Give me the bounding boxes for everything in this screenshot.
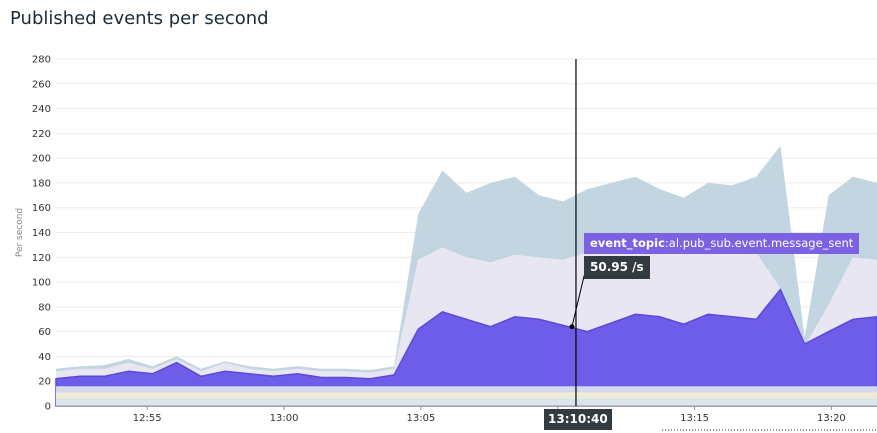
page-title: Published events per second [10,8,269,29]
series-area-0 [55,288,877,407]
y-tick-label: 220 [32,129,51,140]
y-tick-label: 280 [32,55,51,66]
y-tick-label: 180 [32,178,51,189]
x-tick-label: 13:05 [406,413,435,424]
baseline-band [56,398,877,406]
y-tick-label: 0 [45,402,51,413]
tooltip-series-value: :al.pub_sub.event.message_sent [664,236,854,250]
x-tick-label: 13:20 [817,413,846,424]
hover-time-badge: 13:10:40 [544,409,612,430]
x-tick-label: 13:15 [680,413,709,424]
y-tick-label: 40 [38,352,51,363]
y-tick-label: 260 [32,79,51,90]
hover-point [569,324,575,330]
y-axis-label: Per second [15,208,25,257]
tooltip-leader [571,267,587,327]
y-tick-label: 100 [32,278,51,289]
y-tick-label: 140 [32,228,51,239]
tooltip-series-key: event_topic [590,236,665,250]
x-tick-label: 12:55 [133,413,162,424]
tooltip-value: 50.95 /s [584,256,650,279]
y-tick-label: 20 [38,377,51,388]
y-tick-label: 160 [32,203,51,214]
y-tick-label: 240 [32,104,51,115]
x-tick-label: 13:00 [270,413,299,424]
y-tick-label: 60 [38,327,51,338]
y-tick-label: 200 [32,154,51,165]
y-tick-label: 80 [38,302,51,313]
tooltip-series-label: event_topic:al.pub_sub.event.message_sen… [584,233,860,254]
y-tick-label: 120 [32,253,51,264]
